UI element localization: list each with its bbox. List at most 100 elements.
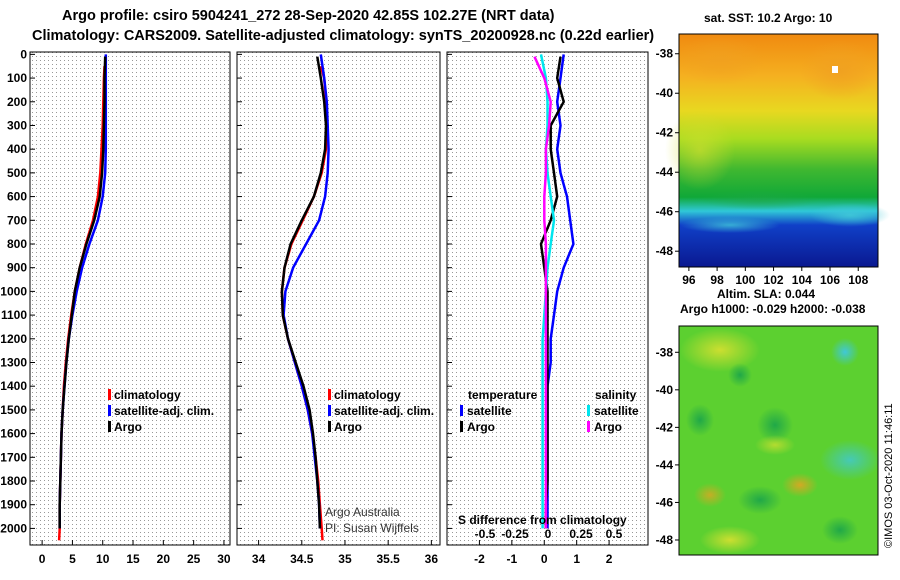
x-tick-label: 20 [157,552,171,566]
depth-tick-label: 100 [7,71,27,85]
legend-temperature-heading: temperature [468,388,538,402]
sst-x-tick-label: 106 [820,273,840,287]
salinity-panel: 34 34.5 35 35.5 36 climatology satellite-adj… [236,51,441,566]
x-tick-label: 34.5 [290,552,314,566]
depth-tick-label: 700 [7,213,27,227]
depth-tick-label: 1800 [0,474,27,488]
credit-line-2: PI: Susan Wijffels [325,521,419,535]
sst-y-tick-label: -48 [656,244,674,258]
sla-y-tick-label: -48 [656,533,674,547]
sst-x-tick-label: 96 [682,273,696,287]
depth-tick-label: 400 [7,142,27,156]
x-tick-label: 2 [606,552,613,566]
x-tick-label: 35.5 [376,552,400,566]
sla-map-title-2: Argo h1000: -0.029 h2000: -0.038 [680,302,866,316]
sst-y-tick-label: -38 [656,47,674,61]
difference-legend: temperature salinity satellite Argo sate… [460,388,639,434]
x-tick-label: 35 [338,552,352,566]
depth-tick-label: 300 [7,118,27,132]
sla-y-tick-label: -38 [656,345,674,359]
depth-tick-label: 1600 [0,427,27,441]
x-tick-label: 36 [425,552,439,566]
legend-argo-marker [328,421,331,432]
sla-y-tick-label: -40 [656,383,674,397]
sst-y-tick-label: -46 [656,205,674,219]
sst-map-ticks: -38 -40 -42 -44 -46 -48 96 98 100 102 104 106 108 [656,47,869,287]
legend-satellite-marker [108,405,111,416]
difference-panel: -2 -1 0 1 2 temperature salinity satellite A… [446,51,649,566]
temperature-axis-ticks: 0 5 10 15 20 25 30 [30,53,231,566]
depth-tick-label: 200 [7,95,27,109]
sst-map-frame [678,33,879,268]
header-line-1: Argo profile: csiro 5904241_272 28-Sep-2… [62,8,555,24]
legend-sal-satellite-marker [587,405,590,416]
x-tick-label: 34 [252,552,266,566]
legend-satellite-label: satellite-adj. clim. [114,404,214,418]
s-diff-tick-label: 0 [545,527,552,541]
legend-temp-satellite-label: satellite [467,404,512,418]
sla-map-frame [678,325,879,556]
sla-map-image [679,326,880,555]
legend-satellite-marker [328,405,331,416]
sla-y-tick-label: -46 [656,495,674,509]
sla-y-tick-label: -42 [656,420,674,434]
sst-y-tick-label: -40 [656,86,674,100]
legend-temp-argo-marker [460,421,463,432]
depth-tick-label: 1700 [0,450,27,464]
sst-map-panel: sat. SST: 10.2 Argo: 10 -38-40-42-44-46-… [656,11,890,287]
depth-tick-label: 1300 [0,355,27,369]
s-diff-tick-label: 0.5 [606,527,623,541]
x-tick-label: 5 [69,552,76,566]
header-line-2: Climatology: CARS2009. Satellite-adjuste… [32,28,654,44]
depth-tick-label: 500 [7,166,27,180]
x-tick-label: -2 [474,552,485,566]
x-tick-label: 25 [187,552,201,566]
depth-tick-label: 1400 [0,379,27,393]
series-salinity-argo [533,56,552,529]
depth-tick-label: 900 [7,261,27,275]
salinity-legend: climatology satellite-adj. clim. Argo [328,388,434,434]
difference-series [533,54,575,529]
sst-x-tick-label: 100 [735,273,755,287]
s-difference-ticks: -0.5 -0.25 0 0.25 0.5 [475,527,623,541]
salinity-axis-ticks: 34 34.5 35 35.5 36 [237,53,439,566]
legend-satellite-label: satellite-adj. clim. [334,404,434,418]
legend-sal-argo-marker [587,421,590,432]
sst-y-tick-label: -42 [656,126,674,140]
sla-map-title-1: Altim. SLA: 0.044 [717,287,815,301]
sst-x-tick-label: 104 [792,273,812,287]
legend-climatology-marker [328,389,331,400]
difference-axis-ticks: -2 -1 0 1 2 [447,53,613,566]
series-argo [280,56,328,529]
x-tick-label: 15 [126,552,140,566]
legend-temp-argo-label: Argo [467,420,495,434]
x-tick-label: 10 [96,552,110,566]
depth-tick-label: 0 [20,47,27,61]
legend-climatology-marker [108,389,111,400]
temperature-legend: climatology satellite-adj. clim. Argo [108,388,214,434]
legend-argo-label: Argo [334,420,362,434]
legend-climatology-label: climatology [334,388,401,402]
temperature-plot-area [29,51,231,546]
x-tick-label: -1 [507,552,518,566]
s-difference-label: S difference from climatology [458,513,627,527]
salinity-series [280,54,330,541]
depth-tick-label: 800 [7,237,27,251]
x-tick-label: 1 [573,552,580,566]
legend-argo-label: Argo [114,420,142,434]
legend-sal-argo-label: Argo [594,420,622,434]
x-tick-label: 0 [39,552,46,566]
legend-salinity-heading: salinity [595,388,637,402]
sst-x-tick-label: 108 [848,273,868,287]
x-tick-label: 30 [217,552,231,566]
legend-temp-satellite-marker [460,405,463,416]
depth-tick-label: 1900 [0,498,27,512]
sla-map-ticks: -38 -40 -42 -44 -46 -48 [656,345,679,547]
depth-tick-label: 2000 [0,521,27,535]
temperature-series [57,54,108,541]
series-argo [58,56,107,529]
s-diff-tick-label: -0.5 [475,527,496,541]
s-diff-tick-label: 0.25 [569,527,593,541]
legend-climatology-label: climatology [114,388,181,402]
depth-tick-label: 600 [7,190,27,204]
